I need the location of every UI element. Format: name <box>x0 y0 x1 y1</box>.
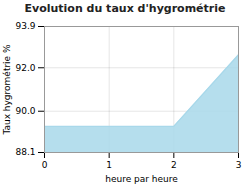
svg-text:92.0: 92.0 <box>15 63 35 73</box>
svg-text:0: 0 <box>42 160 48 170</box>
svg-text:3: 3 <box>236 160 242 170</box>
svg-text:90.0: 90.0 <box>15 106 35 116</box>
svg-text:Taux hygrométrie %: Taux hygrométrie % <box>2 44 12 136</box>
svg-text:88.1: 88.1 <box>15 147 35 157</box>
html-text:Evolution du taux d'hygrométri: Evolution du taux d'hygrométrie <box>24 2 226 15</box>
svg-text:1: 1 <box>106 160 112 170</box>
svg-text:heure par heure: heure par heure <box>105 174 178 184</box>
svg-text:93.9: 93.9 <box>15 21 35 31</box>
svg-text:2: 2 <box>171 160 177 170</box>
